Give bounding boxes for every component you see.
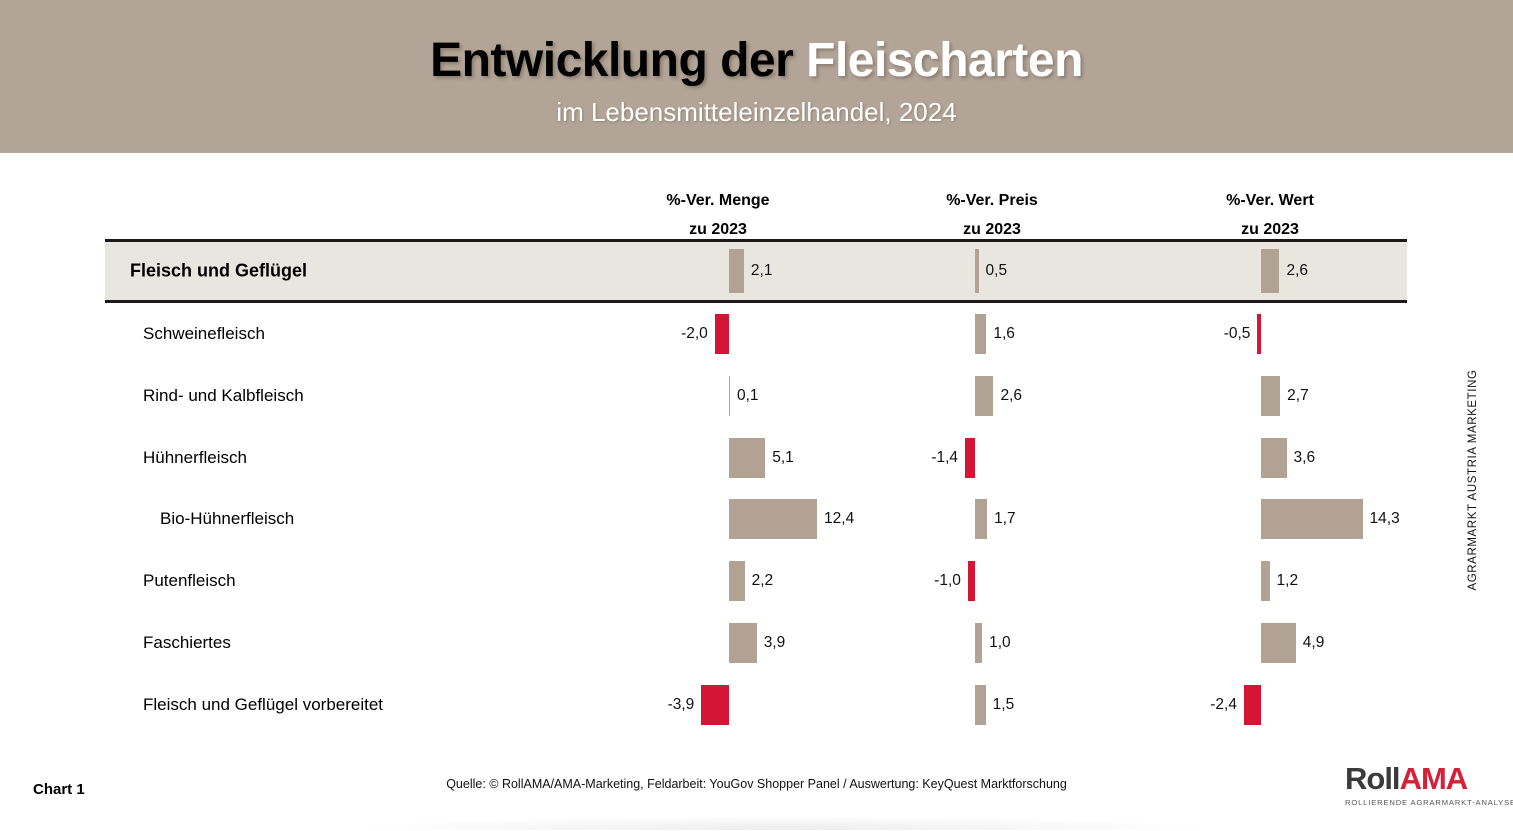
bar-preis: [967, 561, 975, 602]
value-label-preis: 1,7: [994, 510, 1016, 528]
value-label-wert: -0,5: [1223, 325, 1251, 342]
bar-wert: [1261, 623, 1296, 663]
column-header-wert-sublabel: zu 2023: [1241, 221, 1299, 238]
column-header-preis: %-Ver. Preis zu 2023: [872, 186, 1112, 244]
bar-menge: [701, 684, 729, 725]
value-label-menge: -3,9: [667, 695, 695, 713]
bar-menge: [729, 623, 757, 663]
value-label-menge: 12,4: [824, 510, 855, 528]
value-label-wert: 3,6: [1293, 448, 1316, 466]
category-label: Bio-Hühnerfleisch: [160, 509, 295, 529]
bar-preis: [975, 499, 988, 540]
bar-menge: [729, 249, 744, 293]
bar-menge: [729, 437, 766, 478]
value-label-wert: -2,4: [1210, 695, 1237, 713]
column-header-menge-label: %-Ver. Menge: [666, 192, 770, 209]
header-banner: Entwicklung der Fleischarten im Lebensmi…: [0, 0, 1513, 153]
category-label: Putenfleisch: [143, 571, 236, 591]
category-label: Hühnerfleisch: [143, 447, 247, 467]
bar-wert: [1261, 249, 1280, 293]
rollama-logo-wordmark: RollAMA: [1345, 761, 1505, 796]
column-header-menge-sublabel: zu 2023: [689, 221, 747, 238]
bar-preis: [975, 623, 983, 663]
value-label-wert: 2,6: [1286, 262, 1309, 279]
value-label-wert: 14,3: [1369, 510, 1400, 528]
column-header-preis-label: %-Ver. Preis: [946, 192, 1038, 209]
value-label-preis: 1,5: [992, 695, 1015, 713]
logo-ama-text: AMA: [1399, 761, 1469, 796]
category-label: Schweinefleisch: [143, 324, 265, 343]
bar-preis: [975, 314, 987, 354]
value-label-preis: 0,5: [985, 262, 1008, 279]
slide-title: Entwicklung der Fleischarten: [0, 33, 1513, 88]
side-vertical-text: AGRARMARKT AUSTRIA MARKETING: [1467, 369, 1479, 591]
column-header-wert-label: %-Ver. Wert: [1226, 192, 1314, 209]
value-label-preis: 1,6: [993, 325, 1015, 342]
bar-wert: [1261, 375, 1281, 416]
title-part-black: Entwicklung der: [430, 34, 807, 87]
bar-preis: [975, 249, 979, 293]
bar-wert: [1261, 561, 1270, 602]
value-label-menge: 0,1: [737, 386, 759, 404]
value-label-preis: -1,4: [931, 448, 959, 466]
category-label: Faschiertes: [143, 633, 231, 652]
table-top-rule: [105, 239, 1407, 242]
value-label-preis: -1,0: [934, 572, 961, 590]
bar-wert: [1257, 314, 1261, 354]
value-label-wert: 1,2: [1276, 572, 1299, 590]
value-label-wert: 4,9: [1302, 634, 1325, 651]
bar-preis: [975, 375, 994, 416]
value-label-preis: 1,0: [989, 634, 1011, 651]
value-label-wert: 2,7: [1287, 386, 1309, 404]
table-divider-rule: [105, 300, 1407, 303]
bar-wert: [1261, 499, 1363, 540]
value-label-preis: 2,6: [1000, 386, 1023, 404]
bar-menge: [729, 499, 818, 540]
bottom-shadow-decoration: [235, 813, 1330, 830]
column-header-preis-sublabel: zu 2023: [963, 221, 1021, 238]
bar-menge: [714, 314, 729, 354]
column-header-menge: %-Ver. Menge zu 2023: [598, 186, 838, 244]
bar-preis: [965, 437, 975, 478]
value-label-menge: -2,0: [681, 325, 708, 342]
value-label-menge: 5,1: [772, 448, 794, 466]
title-part-white: Fleischarten: [806, 34, 1083, 87]
value-label-menge: 2,2: [751, 572, 774, 590]
category-label: Rind- und Kalbfleisch: [143, 385, 304, 405]
column-header-wert: %-Ver. Wert zu 2023: [1150, 186, 1390, 244]
total-row-band: [105, 242, 1407, 300]
value-label-menge: 2,1: [750, 262, 773, 279]
category-label: Fleisch und Geflügel vorbereitet: [143, 694, 384, 714]
bar-menge: [729, 561, 745, 602]
value-label-menge: 3,9: [763, 634, 786, 651]
logo-roll-text: Roll: [1345, 761, 1401, 796]
chart-number-label: Chart 1: [33, 781, 85, 798]
bar-wert: [1243, 684, 1261, 725]
category-label: Fleisch und Geflügel: [130, 260, 308, 281]
bar-preis: [975, 684, 986, 725]
slide-subtitle: im Lebensmitteleinzelhandel, 2024: [556, 97, 957, 127]
source-note: Quelle: © RollAMA/AMA-Marketing, Feldarb…: [446, 777, 1067, 791]
rollama-logo: RollAMA ROLLIERENDE AGRARMARKT-ANALYSE: [1345, 761, 1513, 807]
bar-wert: [1261, 437, 1287, 478]
rollama-logo-tagline: ROLLIERENDE AGRARMARKT-ANALYSE: [1345, 797, 1513, 807]
bar-menge: [729, 375, 730, 416]
